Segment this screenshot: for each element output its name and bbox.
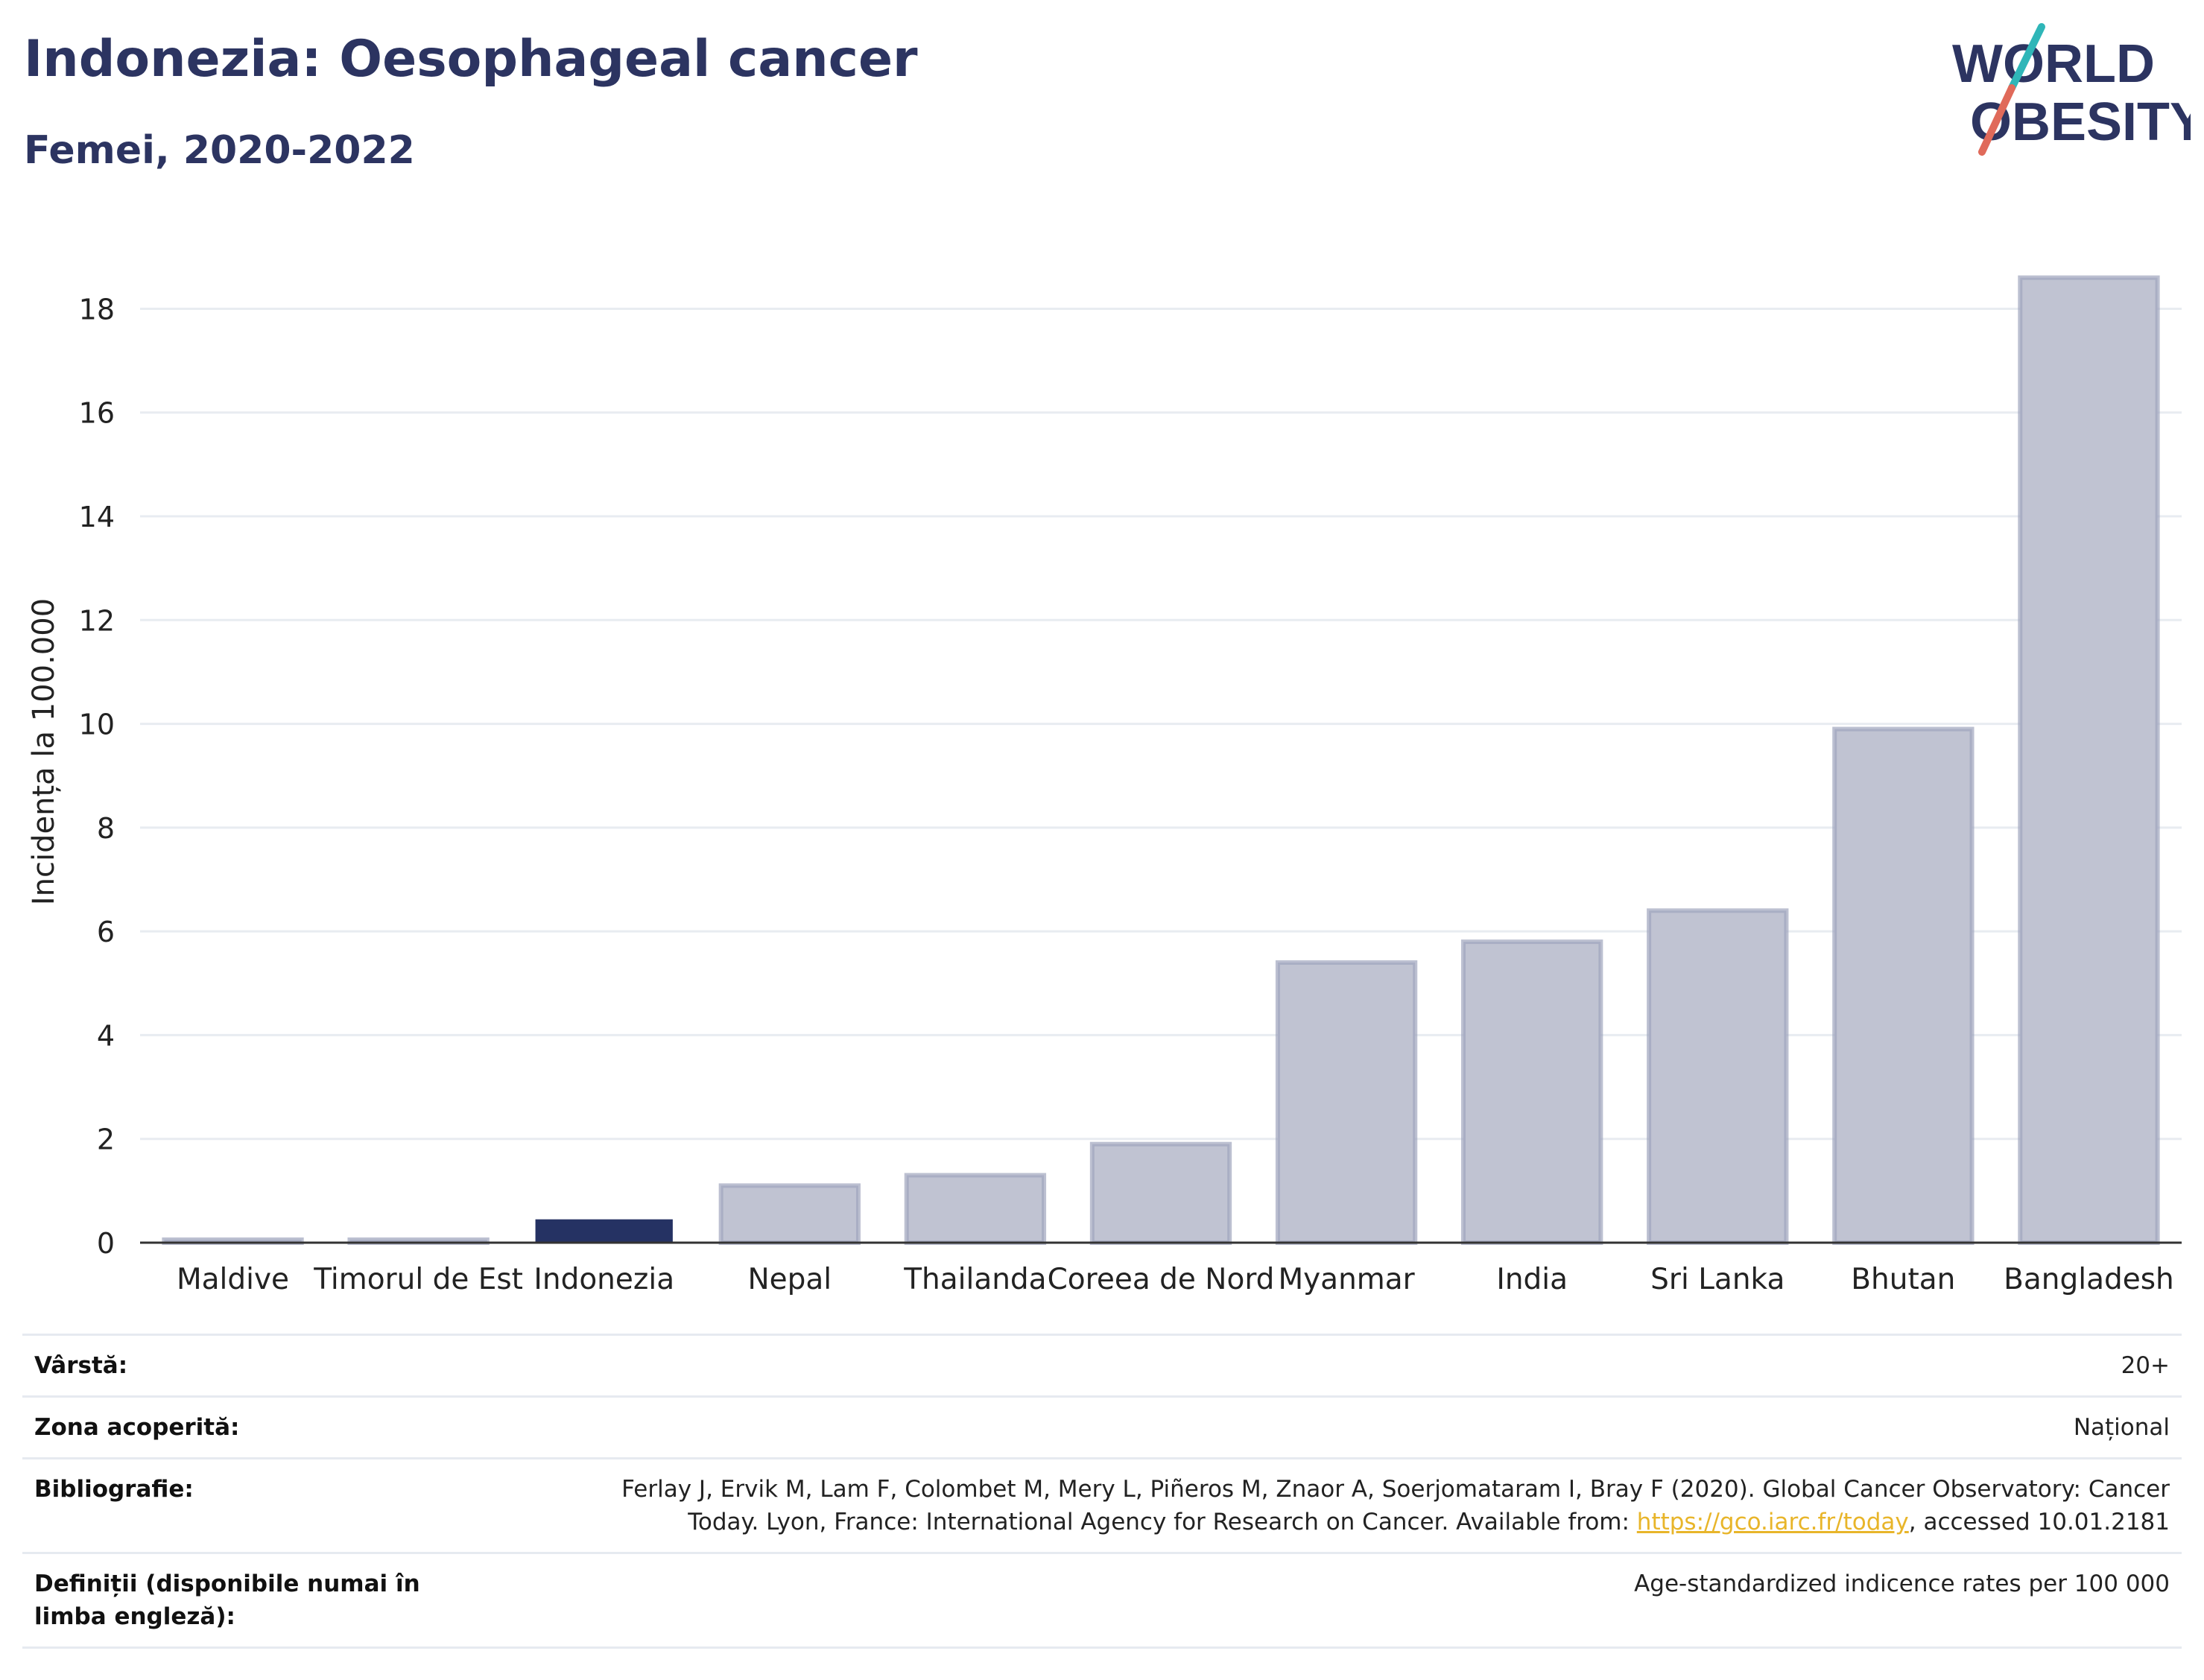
bar-indonezia (535, 1219, 673, 1243)
bibliography-line2-pre: Today. Lyon, France: International Agenc… (688, 1509, 1637, 1535)
x-tick-label: Bhutan (1851, 1263, 1955, 1296)
page-subtitle: Femei, 2020-2022 (24, 128, 415, 173)
bar-nepal (718, 1183, 861, 1246)
bar-bangladesh (2018, 275, 2160, 1246)
bar-bhutan (1832, 726, 1975, 1245)
bar-myanmar (1275, 960, 1418, 1245)
y-tick-label: 2 (97, 1123, 115, 1156)
definitions-value: Age-standardized indicence rates per 100… (1634, 1570, 2170, 1597)
x-tick-label: Timorul de Est (313, 1263, 523, 1296)
page-title: Indonezia: Oesophageal cancer (24, 30, 918, 89)
age-value: 20+ (2121, 1352, 2170, 1379)
logo-slash-teal (2008, 23, 2045, 92)
bars (162, 275, 2160, 1246)
bar-india (1461, 939, 1603, 1245)
bibliography-label: Bibliografie: (34, 1476, 194, 1503)
y-tick-labels: 0 2 4 6 8 10 12 14 16 18 (79, 293, 115, 1260)
coverage-value: Național (2073, 1414, 2170, 1441)
definitions-label: Definiții (disponibile numai în limba en… (34, 1570, 420, 1630)
y-tick-label: 8 (97, 812, 115, 845)
x-tick-label: Bangladesh (2004, 1263, 2174, 1296)
bibliography-line2-post: , accessed 10.01.2181 (1908, 1509, 2170, 1535)
x-tick-label: Sri Lanka (1650, 1263, 1785, 1296)
x-tick-labels: Maldive Timorul de Est Indonezia Nepal Thail… (177, 1263, 2174, 1296)
info-row-age: Vârstă: 20+ (22, 1334, 2182, 1395)
bar-sri-lanka (1647, 908, 1789, 1246)
x-tick-label: Thailanda (903, 1263, 1046, 1296)
bar-thailanda (904, 1173, 1047, 1246)
info-table: Vârstă: 20+ Zona acoperită: Național Bib… (22, 1334, 2182, 1649)
x-tick-label: India (1496, 1263, 1568, 1296)
bibliography-value: Ferlay J, Ervik M, Lam F, Colombet M, Me… (621, 1473, 2170, 1538)
bibliography-link[interactable]: https://gco.iarc.fr/today (1636, 1509, 1909, 1535)
x-tick-label: Coreea de Nord (1048, 1263, 1275, 1296)
coverage-label: Zona acoperită: (34, 1414, 240, 1441)
y-axis-label: Incidența la 100.000 (27, 598, 61, 905)
y-tick-label: 18 (79, 293, 115, 326)
info-row-definitions: Definiții (disponibile numai în limba en… (22, 1552, 2182, 1649)
y-tick-label: 10 (79, 709, 115, 741)
y-tick-label: 16 (79, 397, 115, 430)
x-tick-label: Nepal (747, 1263, 832, 1296)
bar-coreea-de-nord (1089, 1141, 1232, 1245)
x-tick-label: Maldive (177, 1263, 289, 1296)
y-tick-label: 14 (79, 501, 115, 533)
y-tick-label: 0 (97, 1227, 115, 1260)
age-label: Vârstă: (34, 1352, 128, 1379)
x-tick-label: Myanmar (1278, 1263, 1415, 1296)
info-row-coverage: Zona acoperită: Național (22, 1395, 2182, 1457)
y-tick-label: 6 (97, 916, 115, 948)
bar-chart: 0 2 4 6 8 10 12 14 16 18 Maldive Timorul de Est Ind… (27, 275, 2182, 1296)
x-tick-label: Indonezia (533, 1263, 674, 1296)
logo-line1: WORLD (1952, 34, 2155, 94)
info-row-bibliography: Bibliografie: Ferlay J, Ervik M, Lam F, … (22, 1457, 2182, 1552)
bibliography-line1: Ferlay J, Ervik M, Lam F, Colombet M, Me… (621, 1476, 2170, 1503)
y-tick-label: 4 (97, 1019, 115, 1052)
world-obesity-logo: WORLD OBESITY (1952, 23, 2191, 156)
bibliography-line2: Today. Lyon, France: International Agenc… (621, 1506, 2170, 1538)
y-tick-label: 12 (79, 604, 115, 637)
logo-slash-coral (1978, 84, 2015, 156)
